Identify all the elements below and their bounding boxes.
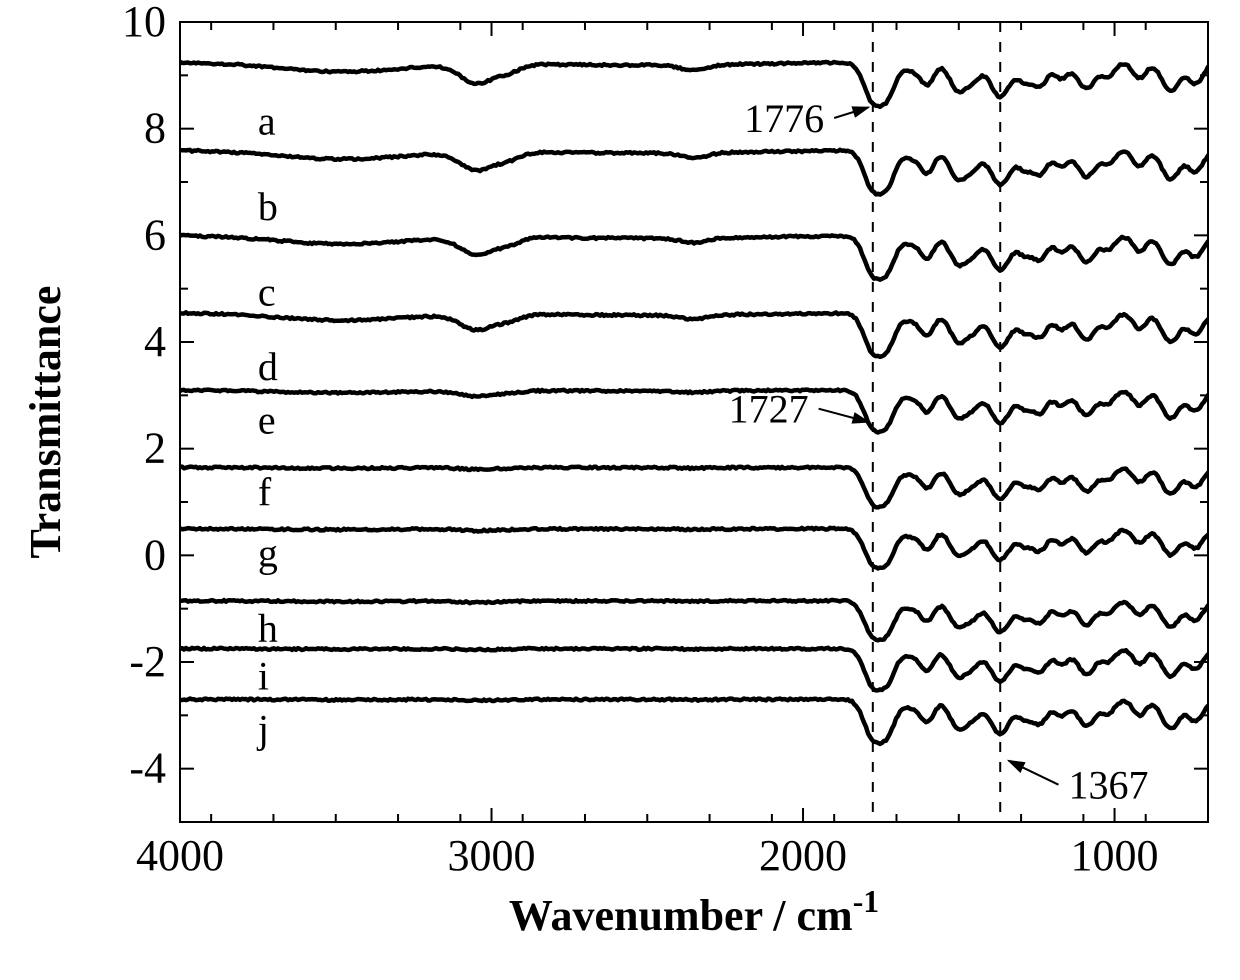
svg-text:4000: 4000 xyxy=(136,831,224,880)
svg-text:1727: 1727 xyxy=(729,387,809,432)
svg-text:Wavenumber / cm-1: Wavenumber / cm-1 xyxy=(509,884,879,940)
svg-text:f: f xyxy=(258,469,272,514)
svg-text:2000: 2000 xyxy=(759,831,847,880)
svg-text:-2: -2 xyxy=(129,637,166,686)
chart-svg: 4000 3000 2000 1000 -4 -2 0 2 4 6 8 10 Wavenumber / … xyxy=(0,0,1240,980)
svg-text:i: i xyxy=(258,653,269,698)
svg-text:1367: 1367 xyxy=(1068,763,1148,808)
svg-text:d: d xyxy=(258,344,278,389)
svg-text:c: c xyxy=(258,269,276,314)
svg-text:0: 0 xyxy=(144,530,166,579)
svg-text:b: b xyxy=(258,184,278,229)
svg-text:3000: 3000 xyxy=(448,831,536,880)
svg-text:4: 4 xyxy=(144,317,166,366)
ftir-chart: 4000 3000 2000 1000 -4 -2 0 2 4 6 8 10 Wavenumber / … xyxy=(0,0,1240,980)
svg-text:1000: 1000 xyxy=(1071,831,1159,880)
svg-text:8: 8 xyxy=(144,104,166,153)
svg-text:6: 6 xyxy=(144,210,166,259)
svg-text:g: g xyxy=(258,531,278,576)
svg-text:2: 2 xyxy=(144,424,166,473)
svg-text:a: a xyxy=(258,99,276,144)
svg-text:10: 10 xyxy=(122,0,166,46)
svg-text:h: h xyxy=(258,605,278,650)
svg-text:j: j xyxy=(256,707,269,752)
svg-text:-4: -4 xyxy=(129,744,166,793)
svg-text:e: e xyxy=(258,397,276,442)
svg-text:Transmittance: Transmittance xyxy=(21,286,70,559)
svg-text:1776: 1776 xyxy=(744,96,824,141)
